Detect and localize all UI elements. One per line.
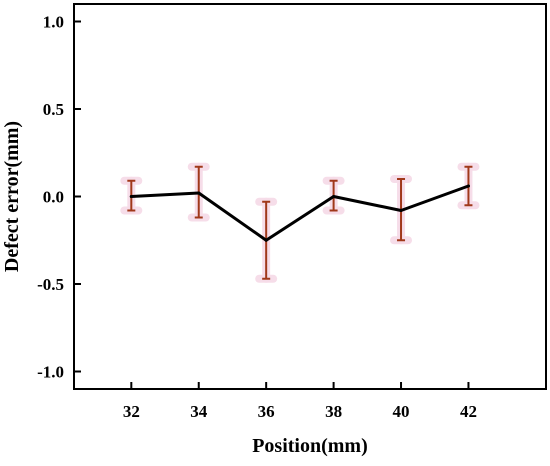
series-line [129,184,470,242]
data-point [197,191,201,195]
data-point [129,195,133,198]
y-axis-tick-label: 0.0 [43,188,64,207]
y-axis-tick-label: 0.5 [43,100,64,119]
y-axis-title: Defect error(mm) [1,121,23,272]
y-axis-tick-label: 1.0 [43,13,64,32]
data-point [332,195,336,198]
plot-layer [120,162,480,283]
data-point [264,238,268,242]
data-point [466,184,470,188]
data-point [399,209,403,212]
x-axis-tick-label: 36 [258,402,275,421]
y-axis-tick-label: -0.5 [37,275,64,294]
y-axis-tick-label: -1.0 [37,363,64,382]
x-axis-tick-label: 38 [325,402,342,421]
x-axis-tick-label: 34 [190,402,208,421]
x-axis-tick-label: 40 [393,402,410,421]
x-axis-tick-label: 42 [460,402,477,421]
axis-layer: 32 34 36 38 40 42 -1.0 -0.5 0.0 0.5 1.0 [37,3,547,421]
x-axis-tick-label: 32 [123,402,140,421]
x-axis-title: Position(mm) [252,435,368,457]
